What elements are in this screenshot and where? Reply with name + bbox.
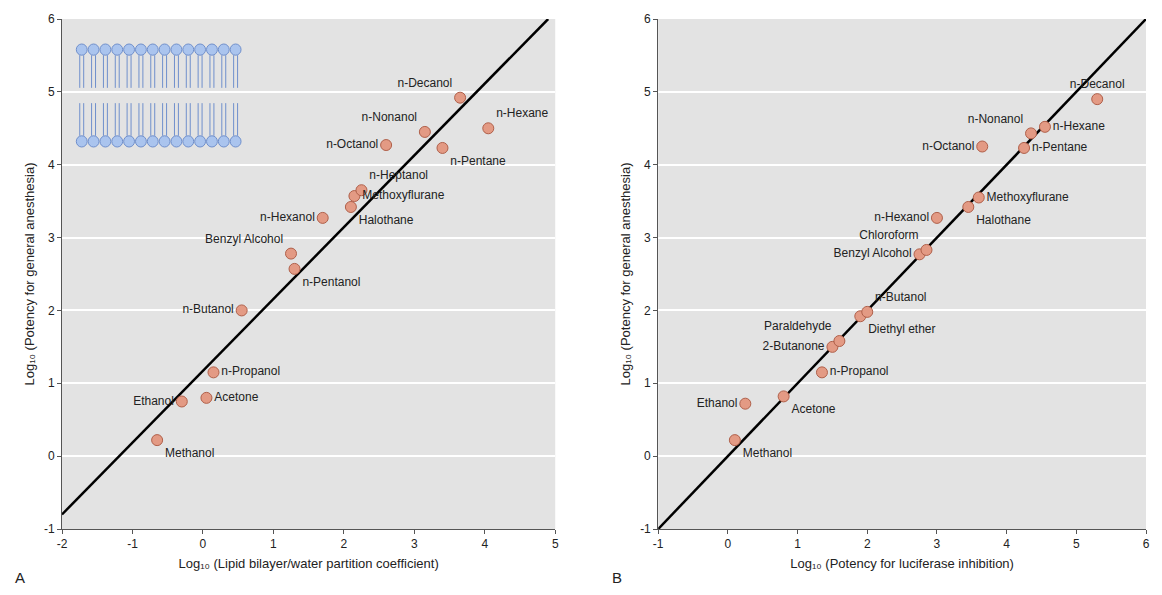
svg-text:Methoxyflurane: Methoxyflurane (987, 190, 1069, 204)
svg-text:n-Octanol: n-Octanol (922, 139, 974, 153)
svg-text:n-Butanol: n-Butanol (875, 290, 926, 304)
svg-text:-1: -1 (127, 537, 138, 551)
svg-text:2: 2 (48, 304, 55, 318)
svg-text:4: 4 (644, 158, 651, 172)
svg-text:4: 4 (48, 158, 55, 172)
svg-text:1: 1 (270, 537, 277, 551)
svg-text:4: 4 (481, 537, 488, 551)
svg-text:A: A (15, 569, 25, 586)
svg-text:5: 5 (552, 537, 559, 551)
svg-text:n-Hexane: n-Hexane (1053, 119, 1105, 133)
svg-text:n-Pentane: n-Pentane (1032, 140, 1088, 154)
svg-text:Methanol: Methanol (165, 446, 214, 460)
svg-text:n-Propanol: n-Propanol (830, 364, 889, 378)
svg-text:6: 6 (644, 12, 651, 26)
svg-text:n-Octanol: n-Octanol (326, 137, 378, 151)
svg-text:Benzyl Alcohol: Benzyl Alcohol (834, 246, 912, 260)
svg-text:2-Butanone: 2-Butanone (762, 339, 824, 353)
svg-text:6: 6 (48, 12, 55, 26)
svg-text:5: 5 (644, 85, 651, 99)
svg-text:n-Hexane: n-Hexane (496, 106, 548, 120)
svg-text:4: 4 (1003, 537, 1010, 551)
svg-text:Chloroform: Chloroform (859, 228, 918, 242)
svg-text:2: 2 (864, 537, 871, 551)
svg-text:n-Decanol: n-Decanol (1070, 77, 1125, 91)
svg-text:-1: -1 (44, 522, 55, 536)
svg-text:Paraldehyde: Paraldehyde (764, 319, 832, 333)
svg-text:Benzyl Alcohol: Benzyl Alcohol (205, 232, 283, 246)
svg-text:1: 1 (644, 376, 651, 390)
svg-text:n-Decanol: n-Decanol (398, 76, 453, 90)
svg-text:Acetone: Acetone (214, 390, 258, 404)
svg-text:5: 5 (1073, 537, 1080, 551)
svg-text:-1: -1 (653, 537, 664, 551)
svg-text:1: 1 (48, 376, 55, 390)
svg-text:5: 5 (48, 85, 55, 99)
svg-text:n-Nonanol: n-Nonanol (362, 110, 417, 124)
svg-text:n-Pentane: n-Pentane (450, 154, 506, 168)
svg-text:n-Pentanol: n-Pentanol (302, 275, 360, 289)
svg-text:3: 3 (934, 537, 941, 551)
svg-text:Halothane: Halothane (359, 213, 414, 227)
svg-text:Ethanol: Ethanol (133, 394, 174, 408)
svg-text:n-Propanol: n-Propanol (221, 364, 280, 378)
svg-text:0: 0 (200, 537, 207, 551)
svg-text:n-Heptanol: n-Heptanol (369, 168, 428, 182)
svg-text:6: 6 (1143, 537, 1150, 551)
svg-text:2: 2 (340, 537, 347, 551)
svg-text:Log₁₀ (Potency for general ane: Log₁₀ (Potency for general anesthesia) (618, 163, 633, 386)
svg-text:B: B (612, 569, 622, 586)
svg-text:Methanol: Methanol (743, 446, 792, 460)
svg-text:n-Nonanol: n-Nonanol (968, 112, 1023, 126)
svg-text:n-Hexanol: n-Hexanol (260, 210, 315, 224)
svg-text:2: 2 (644, 304, 651, 318)
svg-text:1: 1 (794, 537, 801, 551)
svg-text:n-Butanol: n-Butanol (182, 302, 233, 316)
svg-text:Log₁₀ (Potency for general ane: Log₁₀ (Potency for general anesthesia) (22, 163, 37, 386)
svg-text:3: 3 (411, 537, 418, 551)
svg-text:3: 3 (644, 231, 651, 245)
svg-text:-1: -1 (640, 522, 651, 536)
svg-text:0: 0 (48, 449, 55, 463)
svg-text:Log₁₀ (Potency for luciferase: Log₁₀ (Potency for luciferase inhibition… (790, 556, 1014, 571)
svg-text:Acetone: Acetone (792, 402, 836, 416)
svg-text:0: 0 (644, 449, 651, 463)
svg-text:n-Hexanol: n-Hexanol (874, 210, 929, 224)
svg-text:Methoxyflurane: Methoxyflurane (362, 188, 444, 202)
svg-text:Halothane: Halothane (976, 213, 1031, 227)
svg-text:Diethyl ether: Diethyl ether (868, 322, 935, 336)
svg-text:-2: -2 (57, 537, 68, 551)
svg-text:Log₁₀ (Lipid bilayer/water par: Log₁₀ (Lipid bilayer/water partition coe… (178, 556, 438, 571)
svg-text:Ethanol: Ethanol (697, 396, 738, 410)
svg-text:3: 3 (48, 231, 55, 245)
svg-text:0: 0 (725, 537, 732, 551)
